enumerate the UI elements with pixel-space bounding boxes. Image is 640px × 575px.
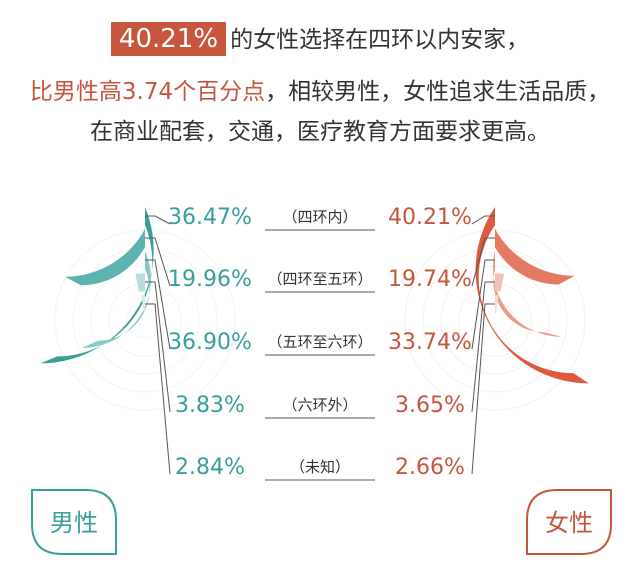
category-label-4th-to-5th-ring: （四环至五环） [267,270,372,288]
male-leader-5th-to-6th-ring [145,259,171,350]
headline-text-3: 在商业配套，交通，医疗教育方面要求更高。 [90,119,550,145]
male-leader-unknown [145,303,171,475]
category-label-within-4th-ring: （四环内） [282,208,357,226]
male-value-5th-to-6th-ring: 36.90% [168,330,252,355]
female-arc-outside-6th-ring [495,273,505,292]
male-value-outside-6th-ring: 3.83% [175,393,245,418]
male-value-4th-to-5th-ring: 19.96% [168,267,252,292]
headline-text-2: ，相较男性，女性追求生活品质， [265,79,611,105]
male-value-within-4th-ring: 36.47% [168,205,252,230]
male-arc-4th-to-5th-ring [64,229,145,286]
headline-line-3: 在商业配套，交通，医疗教育方面要求更高。 [0,112,640,146]
female-leader-within-4th-ring [471,215,495,225]
male-leader-outside-6th-ring [145,281,171,413]
female-value-outside-6th-ring: 3.65% [395,393,465,418]
male-leader-4th-to-5th-ring [145,237,171,287]
female-value-unknown: 2.66% [395,455,465,480]
male-leader-within-4th-ring [145,215,171,225]
male-arc-unknown [141,295,145,314]
female-leader-5th-to-6th-ring [471,259,495,350]
female-value-4th-to-5th-ring: 19.74% [388,267,472,292]
female-arc-within-4th-ring [475,207,589,384]
male-legend-label: 男性 [50,509,98,537]
female-arc-4th-to-5th-ring [495,229,575,285]
guide-circle-female [422,247,568,393]
female-arc-5th-to-6th-ring [492,251,562,337]
male-value-unknown: 2.84% [175,455,245,480]
guide-circle-male [72,247,218,393]
headline-line-1: 40.21% 的女性选择在四环以内安家， [0,20,640,56]
male-badge [31,489,117,555]
male-arc-outside-6th-ring [135,273,145,292]
headline-text-1: 的女性选择在四环以内安家， [230,27,530,53]
female-badge [526,489,612,555]
highlight-difference: 比男性高3.74个百分点 [29,79,266,105]
female-legend-label: 女性 [545,509,593,537]
female-value-within-4th-ring: 40.21% [388,205,472,230]
female-leader-4th-to-5th-ring [471,237,495,287]
category-label-5th-to-6th-ring: （五环至六环） [267,333,372,351]
category-label-unknown: （未知） [290,458,350,476]
female-leader-unknown [471,303,495,475]
female-value-5th-to-6th-ring: 33.74% [388,330,472,355]
headline-line-2: 比男性高3.74个百分点，相较男性，女性追求生活品质， [0,72,640,106]
female-leader-outside-6th-ring [471,281,495,413]
category-label-outside-6th-ring: （六环外） [282,396,357,414]
female-arc-unknown [495,295,499,314]
highlight-percentage: 40.21% [110,22,227,56]
